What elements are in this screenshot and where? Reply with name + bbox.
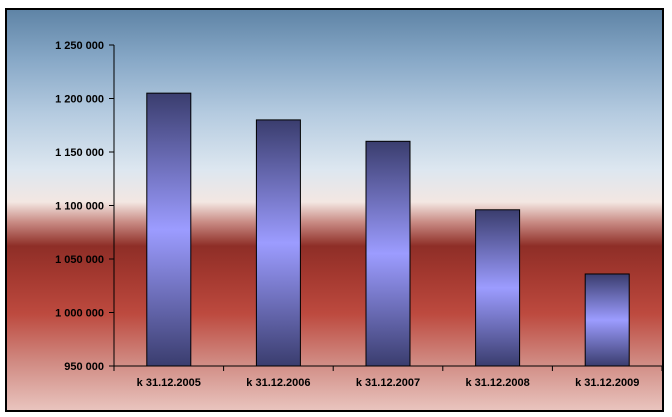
y-tick-label: 1 250 000 — [55, 40, 104, 52]
bar — [475, 209, 521, 367]
x-category-label: k 31.12.2007 — [356, 377, 420, 389]
axes-layer — [109, 44, 663, 371]
bar — [584, 273, 630, 367]
chart-frame: 950 000 1 000 000 1 050 000 1 100 000 1 150 … — [5, 8, 664, 412]
bars-layer — [146, 92, 630, 367]
y-tick-label: 1 000 000 — [55, 308, 104, 320]
bar — [255, 119, 301, 367]
y-tick-label: 1 100 000 — [55, 201, 104, 213]
bar — [365, 140, 411, 367]
y-tick-label: 1 200 000 — [55, 94, 104, 106]
y-tick-label: 950 000 — [64, 361, 104, 373]
x-category-label: k 31.12.2006 — [246, 377, 310, 389]
y-tick-label: 1 050 000 — [55, 254, 104, 266]
y-tick-label: 1 150 000 — [55, 147, 104, 159]
x-category-label: k 31.12.2009 — [575, 377, 639, 389]
bar — [146, 92, 192, 367]
x-category-label: k 31.12.2005 — [137, 377, 201, 389]
labels-layer: 950 000 1 000 000 1 050 000 1 100 000 1 150 … — [55, 40, 639, 389]
x-category-label: k 31.12.2008 — [465, 377, 529, 389]
